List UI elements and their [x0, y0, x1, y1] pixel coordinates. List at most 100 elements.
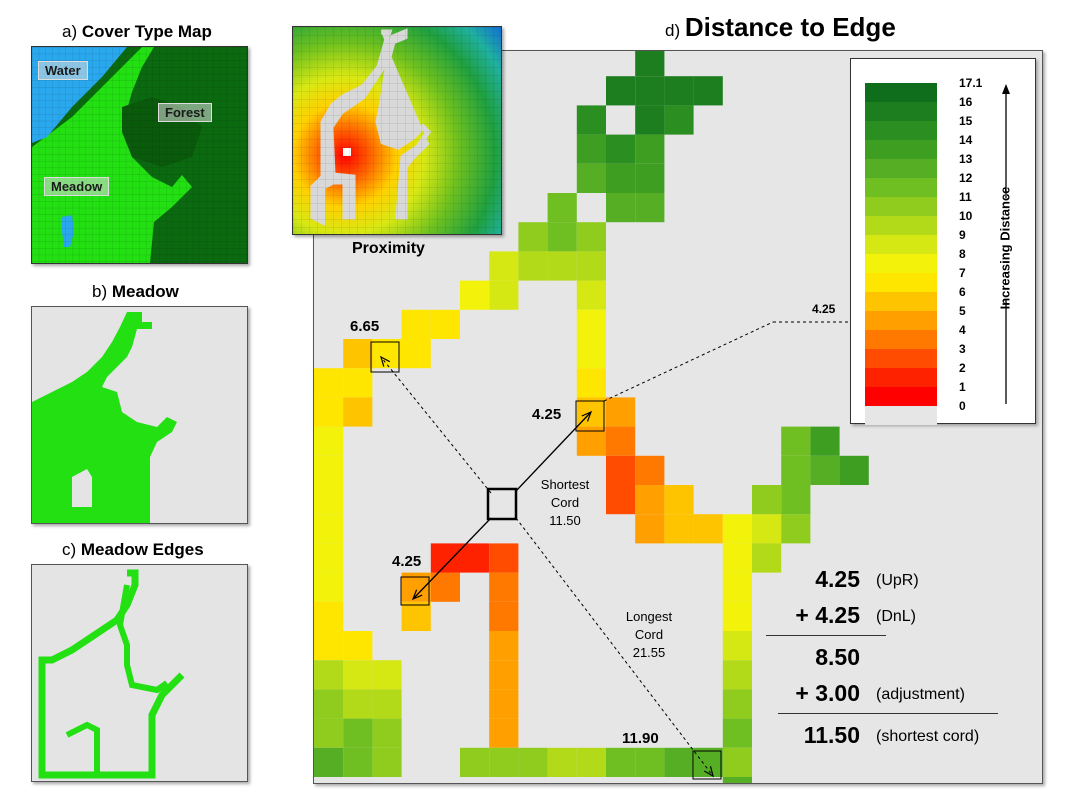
distance-cell-112: [722, 777, 752, 783]
distance-cell-62: [722, 572, 752, 602]
origin-cell: [486, 487, 518, 521]
distance-cell-36: [314, 485, 344, 515]
distance-cell-101: [314, 660, 344, 690]
distance-cell-74: [810, 455, 840, 485]
distance-cell-2: [635, 51, 665, 77]
distance-cell-35: [314, 455, 344, 485]
distance-cell-3: [664, 76, 694, 106]
distance-cell-102: [343, 718, 373, 748]
cell-425-upper: [575, 400, 605, 432]
distance-cell-27: [401, 309, 431, 339]
distance-title: d) Distance to Edge: [665, 12, 896, 43]
meadow-edges-title: c) Meadow Edges: [62, 540, 204, 560]
distance-cell-4: [693, 76, 723, 106]
legend-swatch-3: [865, 140, 937, 159]
legend-swatch-16: [865, 387, 937, 406]
calc-rule-1: [766, 635, 886, 636]
distance-cell-70: [781, 514, 811, 544]
legend-swatch-4: [865, 159, 937, 178]
legend-swatch-6: [865, 197, 937, 216]
distance-cell-87: [489, 660, 519, 690]
distance-cell-53: [635, 455, 665, 485]
distance-cell-104: [489, 747, 519, 777]
cover-type-map: Water Forest Meadow: [31, 46, 248, 264]
distance-cell-80: [430, 543, 460, 573]
forest-label: Forest: [158, 103, 212, 122]
distance-cell-86: [489, 631, 519, 661]
distance-cell-54: [635, 485, 665, 515]
distance-cell-18: [576, 222, 606, 252]
distance-cell-38: [314, 543, 344, 573]
distance-cell-83: [489, 572, 519, 602]
distance-cell-65: [722, 660, 752, 690]
panel-a-prefix: a): [62, 22, 82, 41]
distance-cell-14: [606, 193, 636, 223]
distance-cell-82: [489, 543, 519, 573]
distance-cell-64: [722, 631, 752, 661]
distance-cell-30: [343, 339, 373, 369]
water-label: Water: [38, 61, 88, 80]
legend-label-0: 17.1: [959, 76, 983, 90]
legend-swatch-14: [865, 349, 937, 368]
legend-label-12: 5: [959, 304, 966, 318]
proximity-graphic: [293, 27, 501, 234]
distance-cell-26: [430, 309, 460, 339]
distance-cell-49: [606, 397, 636, 427]
legend-label-11: 6: [959, 285, 966, 299]
distance-cell-109: [635, 747, 665, 777]
distance-cell-85: [489, 601, 519, 631]
distance-cell-17: [547, 222, 577, 252]
longest-value: 21.55: [632, 645, 666, 660]
distance-grid: [314, 51, 883, 783]
distance-cell-58: [693, 514, 723, 544]
longest-line1: Longest: [625, 609, 673, 624]
distance-cell-29: [372, 339, 402, 369]
proximity-map: [292, 26, 502, 235]
distance-cell-24: [489, 280, 519, 310]
legend-leader-1: [603, 321, 774, 402]
distance-cell-71: [781, 485, 811, 515]
distance-cell-60: [752, 514, 782, 544]
cord-to-425-upper: [515, 411, 592, 492]
distance-cell-106: [547, 747, 577, 777]
panel-d-prefix: d): [665, 21, 685, 40]
meadow-label: Meadow: [44, 177, 110, 196]
longest-line2: Cord: [634, 627, 664, 642]
distance-cell-91: [343, 660, 373, 690]
cord-to-425-lower-head: [411, 589, 423, 601]
distance-cell-15: [635, 193, 665, 223]
cell-665: [370, 341, 400, 373]
calc-value-5: 11.50: [803, 722, 860, 748]
distance-cell-31: [343, 368, 373, 398]
cover-type-map-title: a) Cover Type Map: [62, 22, 212, 42]
calc-value-2: + 4.25: [795, 602, 860, 628]
distance-cell-12: [635, 163, 665, 193]
legend-swatch-9: [865, 254, 937, 273]
distance-cell-39: [314, 572, 344, 602]
legend-label-16: 1: [959, 380, 966, 394]
legend-label-14: 3: [959, 342, 966, 356]
distance-cell-33: [314, 397, 344, 427]
distance-cell-55: [664, 485, 694, 515]
panel-c-prefix: c): [62, 540, 81, 559]
distance-cell-22: [576, 251, 606, 281]
panel-c-title-text: Meadow Edges: [80, 540, 204, 559]
cord-to-425-lower: [412, 517, 492, 600]
calc-note-1: (UpR): [876, 572, 919, 589]
distance-cell-69: [752, 543, 782, 573]
distance-cell-107: [576, 747, 606, 777]
distance-cell-11: [635, 134, 665, 164]
value-425-legend: 4.25: [812, 302, 836, 316]
distance-cell-41: [314, 631, 344, 661]
distance-cell-98: [372, 689, 402, 719]
panel-d-title-text: Distance to Edge: [684, 12, 896, 42]
legend-swatch-17: [865, 406, 937, 425]
calc-note-5: (shortest cord): [876, 728, 980, 745]
distance-cell-90: [343, 631, 373, 661]
distance-cell-25: [460, 280, 490, 310]
cell-425-lower: [400, 576, 430, 606]
distance-cell-34: [314, 426, 344, 456]
distance-cell-92: [372, 660, 402, 690]
panel-b-prefix: b): [92, 282, 112, 301]
distance-cell-10: [576, 163, 606, 193]
